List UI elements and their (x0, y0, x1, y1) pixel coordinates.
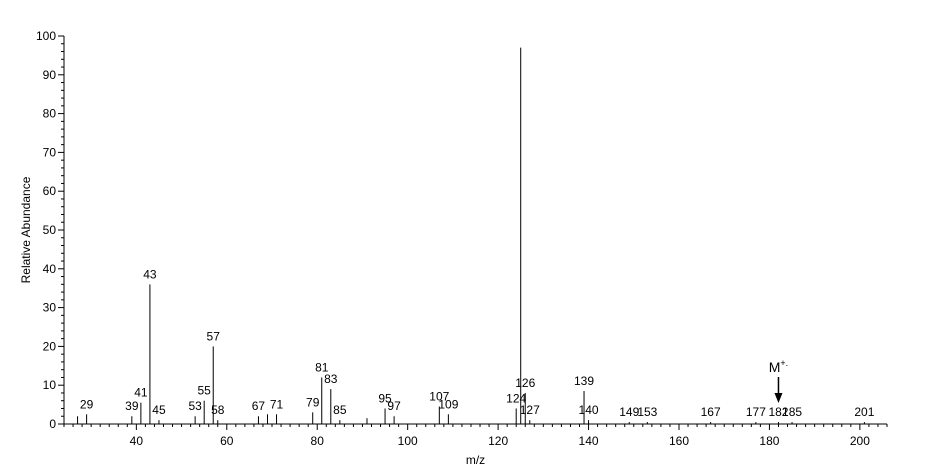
x-tick-label: 140 (579, 434, 599, 448)
peak-label: 57 (207, 329, 221, 343)
peak-label: 95 (378, 391, 392, 405)
y-tick-label: 70 (43, 145, 57, 159)
axes-group (63, 36, 887, 425)
peak-label: 83 (324, 372, 338, 386)
peak-label: 39 (125, 399, 139, 413)
peak-label: 71 (270, 397, 284, 411)
y-tick-label: 50 (43, 223, 57, 237)
peak-label: 126 (515, 376, 535, 390)
x-tick-label: 60 (220, 434, 234, 448)
y-tick-label: 20 (43, 339, 57, 353)
x-tick-label: 160 (669, 434, 689, 448)
peak-label: 124 (506, 391, 526, 405)
peak-label: 67 (252, 399, 266, 413)
y-tick-label: 0 (49, 417, 56, 431)
peak-label: 107 (429, 390, 449, 404)
peak-label: 167 (701, 405, 721, 419)
x-ticks-group: 40 60 80 100 120 140 160 180 200 (63, 424, 888, 448)
peak-label: 140 (579, 403, 599, 417)
molecular-ion-label: M+. (769, 358, 788, 375)
y-tick-label: 80 (43, 107, 57, 121)
molecular-ion-superscript: +. (780, 358, 788, 368)
peak-label: 58 (211, 403, 225, 417)
x-tick-label: 180 (759, 434, 779, 448)
y-tick-label: 10 (43, 378, 57, 392)
x-tick-label: 100 (398, 434, 418, 448)
y-tick-label: 60 (43, 184, 57, 198)
peak-label: 45 (152, 403, 166, 417)
y-tick-label: 100 (36, 29, 56, 43)
peak-label: 43 (143, 267, 157, 281)
molecular-ion-symbol: M (769, 359, 781, 375)
peak-label: 185 (782, 405, 802, 419)
peak-label: 97 (387, 399, 401, 413)
peak-label: 41 (134, 386, 148, 400)
peak-label: 53 (188, 399, 202, 413)
y-axis-title: Relative Abundance (19, 176, 33, 283)
y-tick-label: 90 (43, 68, 57, 82)
y-ticks-group: 0 10 20 30 40 50 60 70 80 90 100 (36, 29, 64, 431)
x-tick-label: 200 (850, 434, 870, 448)
peak-label: 55 (198, 384, 212, 398)
peak-label: 177 (746, 405, 766, 419)
molecular-ion-annotation: M+. (769, 358, 788, 403)
peak-label: 153 (637, 405, 657, 419)
peak-label: 85 (333, 403, 347, 417)
peak-label: 29 (80, 397, 94, 411)
y-tick-label: 30 (43, 301, 57, 315)
peak-label: 127 (520, 403, 540, 417)
peak-label: 81 (315, 360, 329, 374)
x-axis-title: m/z (466, 453, 485, 467)
peak-label: 182 (768, 405, 788, 419)
y-tick-label: 40 (43, 262, 57, 276)
peak-label: 149 (619, 405, 639, 419)
arrow-head-icon (774, 393, 783, 403)
peak-label: 109 (438, 397, 458, 411)
x-tick-label: 40 (130, 434, 144, 448)
peak-label: 139 (574, 374, 594, 388)
x-tick-label: 80 (311, 434, 325, 448)
peak-label: 201 (854, 405, 874, 419)
peak-label: 79 (306, 395, 320, 409)
x-tick-label: 120 (488, 434, 508, 448)
peaks-group (77, 47, 865, 424)
